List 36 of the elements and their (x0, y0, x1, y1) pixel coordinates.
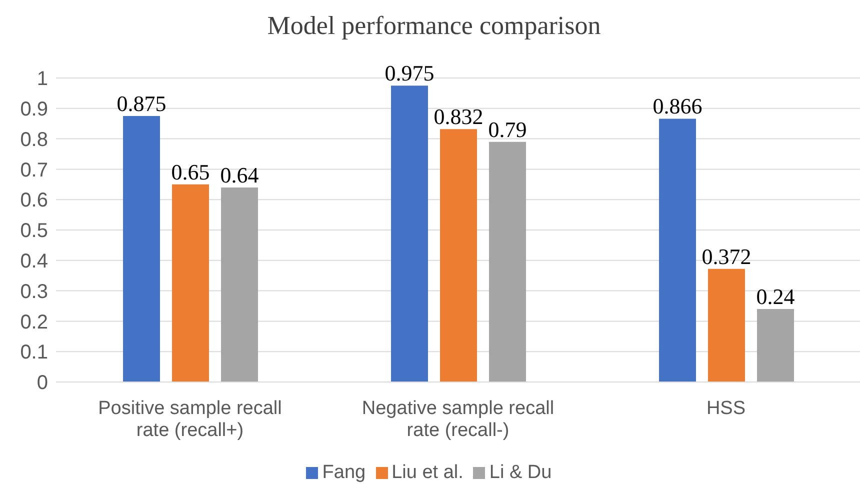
chart-title: Model performance comparison (266, 10, 602, 42)
legend-label: Li & Du (489, 462, 552, 483)
y-tick-label: 0.2 (20, 311, 48, 334)
x-tick-label: Negative sample recall rate (recall-) (362, 398, 554, 441)
bar (489, 142, 526, 382)
y-tick-label: 0.7 (20, 159, 48, 182)
y-tick-label: 0.1 (20, 342, 48, 364)
bar (440, 129, 477, 382)
y-tick-label: 0.9 (20, 98, 48, 120)
y-tick-label: 0.6 (20, 190, 48, 212)
y-tick-label: 1 (36, 68, 48, 90)
data-label: 0.975 (384, 60, 434, 86)
y-tick-label: 0.4 (20, 250, 48, 272)
y-tick-label: 0.8 (20, 128, 48, 151)
y-tick-label: 0.3 (20, 280, 48, 303)
data-label: 0.79 (488, 116, 527, 142)
data-label: 0.832 (434, 104, 484, 130)
bar (659, 118, 696, 382)
bar (172, 184, 209, 382)
bar (123, 116, 160, 382)
data-label: 0.866 (652, 94, 702, 119)
y-tick-label: 0.5 (20, 220, 48, 242)
bar (757, 309, 794, 382)
data-label: 0.64 (220, 162, 259, 188)
bar (391, 86, 428, 382)
bar (708, 268, 745, 382)
data-label: 0.24 (756, 284, 795, 310)
x-tick-label: Positive sample recall rate (recall+) (98, 398, 282, 441)
x-tick-label: HSS (706, 398, 746, 419)
bar (221, 187, 258, 382)
legend-label: Liu et al. (392, 462, 464, 483)
data-label: 0.875 (116, 91, 166, 116)
data-label: 0.372 (702, 244, 752, 269)
legend-label: Fang (322, 462, 366, 483)
data-label: 0.65 (171, 159, 210, 184)
y-tick-label: 0 (36, 372, 48, 394)
